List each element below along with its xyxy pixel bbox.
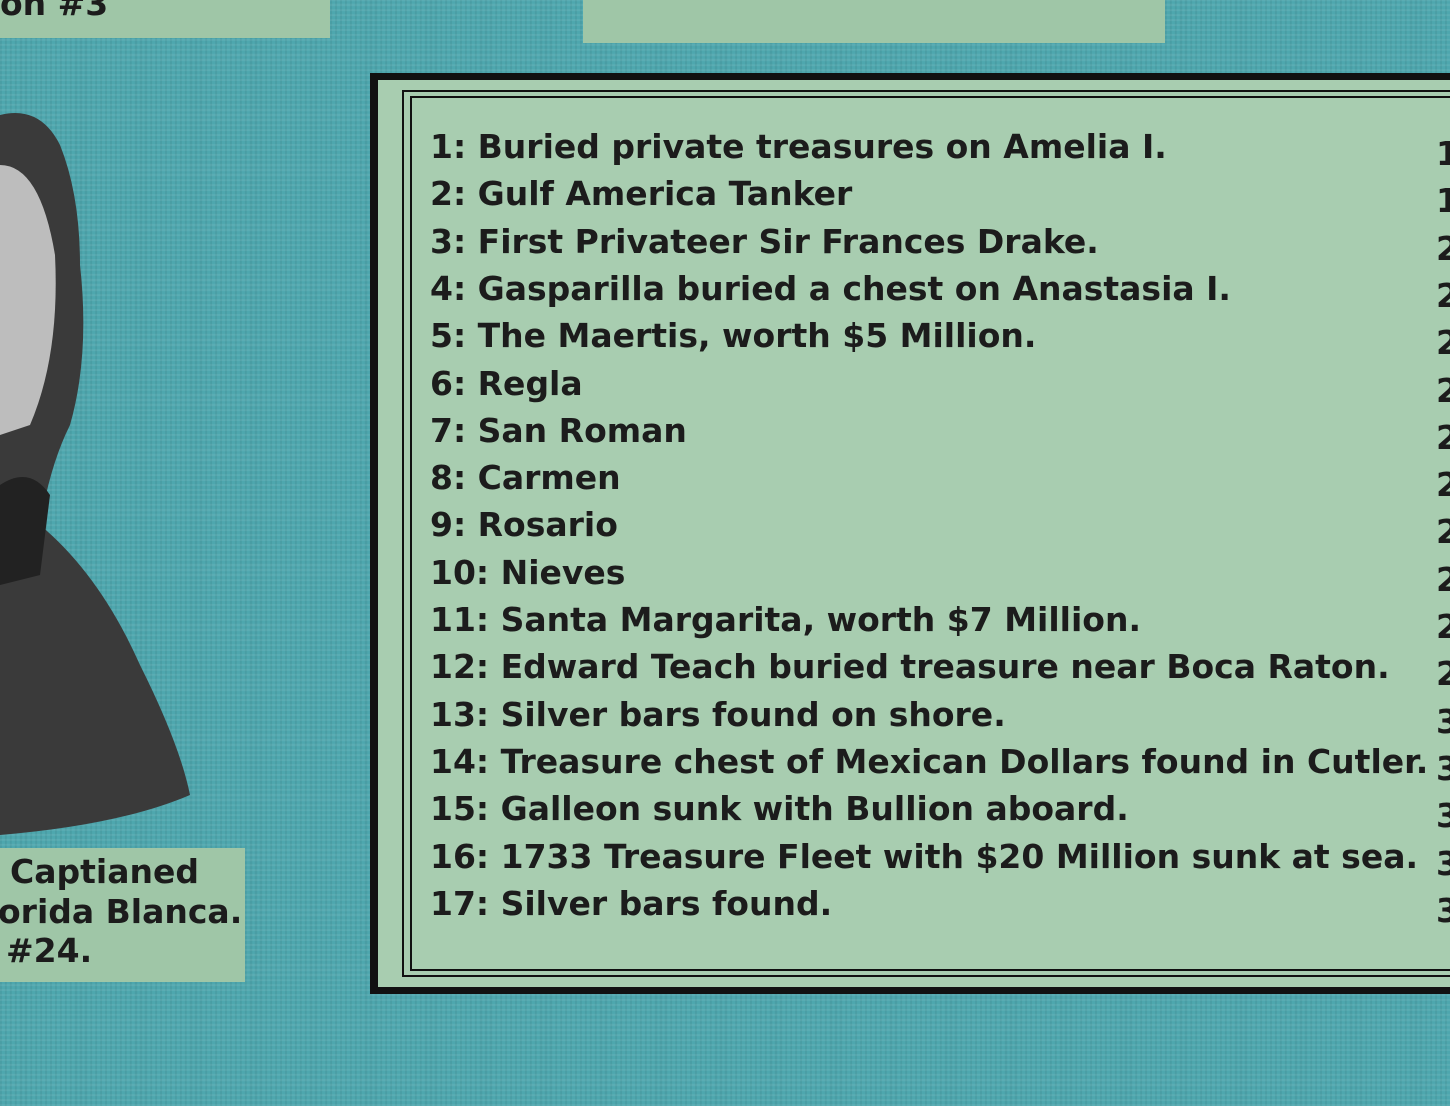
legend-item: 8: Carmen: [430, 458, 621, 498]
legend-item: 4: Gasparilla buried a chest on Anastasi…: [430, 268, 1231, 308]
top-left-label: on #3: [0, 0, 109, 23]
legend-item: 12: Edward Teach buried treasure near Bo…: [430, 647, 1390, 687]
next-column-fragment: 3: [1436, 890, 1450, 930]
next-column-fragment: 2: [1436, 417, 1450, 457]
next-column-fragment: 3: [1436, 843, 1450, 883]
legend-item: 9: Rosario: [430, 505, 618, 545]
next-column-fragment: 2: [1436, 654, 1450, 694]
legend-panel: [370, 73, 1450, 994]
next-column-fragment: 2: [1436, 465, 1450, 505]
next-column-fragment: 3: [1436, 701, 1450, 741]
legend-item: 10: Nieves: [430, 552, 626, 592]
frame: [402, 90, 1450, 977]
caption-line: orida Blanca.: [0, 892, 243, 931]
frame: [410, 96, 1450, 971]
legend-item: 11: Santa Margarita, worth $7 Million.: [430, 600, 1141, 639]
legend-item: 7: San Roman: [430, 410, 687, 450]
caption-line: #24.: [6, 931, 93, 970]
next-column-fragment: 2: [1436, 512, 1450, 552]
portrait: [0, 113, 190, 835]
next-column-fragment: 2: [1436, 559, 1450, 599]
top-center-box: [583, 0, 1165, 43]
caption-line: Captianed: [10, 852, 199, 891]
legend-item: 2: Gulf America Tanker: [430, 174, 853, 214]
next-column-fragment: 1: [1436, 181, 1450, 221]
legend-item: 6: Regla: [430, 363, 583, 403]
portrait-caption-box: [0, 848, 245, 982]
next-column-fragment: 1: [1436, 134, 1450, 173]
next-column-fragment: 2: [1436, 370, 1450, 410]
legend-item: 13: Silver bars found on shore.: [430, 694, 1006, 734]
next-column-fragment: 2: [1436, 275, 1450, 315]
legend-item: 15: Galleon sunk with Bullion aboard.: [430, 789, 1129, 829]
next-column-fragment: 2: [1436, 607, 1450, 646]
legend-item: 1: Buried private treasures on Amelia I.: [430, 127, 1167, 166]
legend-item: 16: 1733 Treasure Fleet with $20 Million…: [430, 836, 1419, 876]
legend-item: 5: The Maertis, worth $5 Million.: [430, 316, 1037, 356]
next-column-fragment: 2: [1436, 228, 1450, 268]
legend-item: 17: Silver bars found.: [430, 883, 833, 923]
top-left-box: on #3: [0, 0, 330, 38]
legend-item: 14: Treasure chest of Mexican Dollars fo…: [430, 741, 1429, 781]
next-column-fragment: 2: [1436, 323, 1450, 363]
next-column-fragment: 3: [1436, 748, 1450, 788]
next-column-fragment: 3: [1436, 796, 1450, 836]
legend-item: 3: First Privateer Sir Frances Drake.: [430, 221, 1099, 261]
